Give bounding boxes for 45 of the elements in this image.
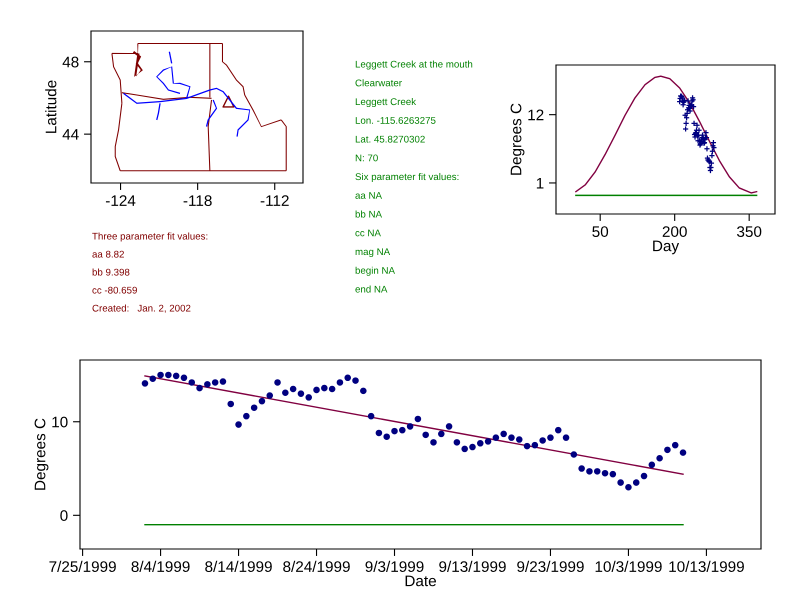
y-tick-label: 10 xyxy=(52,416,68,428)
text: Lat. 45.8270302 xyxy=(356,136,425,143)
text: Three parameter fit values: xyxy=(92,232,208,242)
y-axis-title: Degrees C xyxy=(510,104,524,175)
text: Six parameter fit values: xyxy=(355,172,458,182)
x-tick-label: -124 xyxy=(106,195,136,206)
text: aa 8.82 xyxy=(92,250,124,258)
x-tick-label: 9/23/1999 xyxy=(517,560,584,572)
x-tick-label: -118 xyxy=(184,195,212,206)
x-tick-label: 8/4/1999 xyxy=(132,560,190,572)
text: cc NA xyxy=(355,230,381,236)
y-tick-label: 0 xyxy=(60,510,68,522)
y-axis-title: Latitude xyxy=(45,80,56,133)
text: bb 9.398 xyxy=(92,268,130,276)
x-tick-label: 50 xyxy=(592,226,608,238)
y-axis-title: Degrees C xyxy=(34,418,48,490)
y-tick-label: 44 xyxy=(62,129,79,140)
x-tick-label: 9/3/1999 xyxy=(365,560,424,572)
x-tick-label: 200 xyxy=(662,226,687,238)
text: N: 70 xyxy=(356,154,378,162)
text: Lon. -115.6263275 xyxy=(356,116,436,124)
x-tick-label: -112 xyxy=(260,195,289,206)
x-axis-title: Day xyxy=(653,240,680,254)
y-tick-label: 48 xyxy=(62,56,79,68)
line-series xyxy=(575,75,758,194)
text: Leggett Creek at the mouth xyxy=(356,60,472,70)
x-tick-label: 10/3/1999 xyxy=(596,560,662,572)
text: end NA xyxy=(355,285,388,293)
x-axis-title: Date xyxy=(406,576,436,586)
x-tick-label: 8/24/1999 xyxy=(283,560,350,572)
y-tick-label: 1 xyxy=(536,178,544,188)
x-tick-label: 8/14/1999 xyxy=(205,560,272,572)
text: cc -80.659 xyxy=(92,286,137,294)
x-tick-label: 10/13/1999 xyxy=(669,560,744,572)
text: mag NA xyxy=(356,248,390,258)
text: bb NA xyxy=(356,210,382,218)
text: begin NA xyxy=(356,266,395,276)
text: Created: Jan. 2, 2002 xyxy=(92,304,190,313)
text: Leggett Creek xyxy=(356,98,416,108)
text: Clearwater xyxy=(355,79,402,86)
x-tick-label: 7/25/1999 xyxy=(49,560,116,572)
x-tick-label: 350 xyxy=(737,226,762,238)
y-tick-label: 12 xyxy=(528,110,544,120)
x-tick-label: 9/13/1999 xyxy=(439,560,506,572)
text: aa NA xyxy=(355,192,382,199)
